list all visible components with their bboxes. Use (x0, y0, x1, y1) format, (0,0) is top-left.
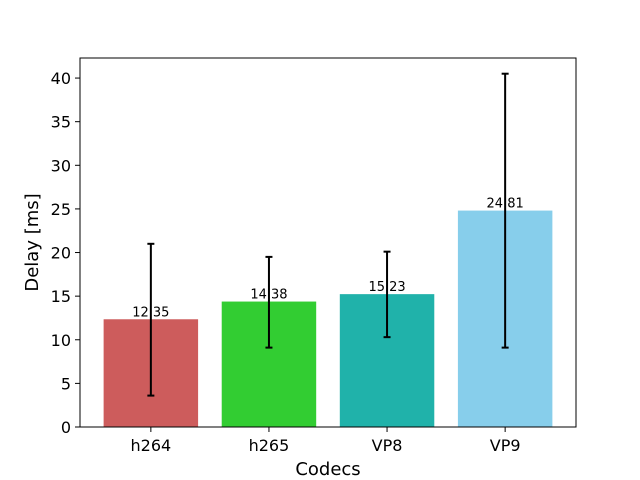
y-tick-label-0: 0 (61, 418, 71, 437)
y-axis-title: Delay [ms] (22, 193, 43, 291)
data-label-VP9: 24.81 (487, 197, 524, 212)
y-tick-label-40: 40 (51, 69, 71, 88)
y-tick-label-15: 15 (51, 287, 71, 306)
x-tick-label-h264: h264 (131, 436, 172, 455)
axes-layer: 0 5 10 15 20 25 30 35 40 h264 h265 VP8 VP9 (51, 57, 577, 455)
x-tick-label-h265: h265 (249, 436, 290, 455)
x-tick-label-VP9: VP9 (490, 436, 521, 455)
data-labels-layer: 12.35 14.38 15.23 24.81 (132, 197, 524, 321)
y-tick-label-35: 35 (51, 113, 71, 132)
y-tick-label-10: 10 (51, 331, 71, 350)
y-tick-label-25: 25 (51, 200, 71, 219)
plot-frame (79, 57, 577, 428)
y-tick-label-20: 20 (51, 244, 71, 263)
y-tick-label-30: 30 (51, 156, 71, 175)
y-tick-label-5: 5 (61, 374, 71, 393)
x-axis-title: Codecs (295, 459, 360, 480)
data-label-VP8: 15.23 (368, 280, 405, 295)
error-bars-layer (147, 72, 509, 397)
data-label-h264: 12.35 (132, 305, 169, 320)
x-tick-label-VP8: VP8 (372, 436, 403, 455)
data-label-h265: 14.38 (250, 288, 287, 303)
